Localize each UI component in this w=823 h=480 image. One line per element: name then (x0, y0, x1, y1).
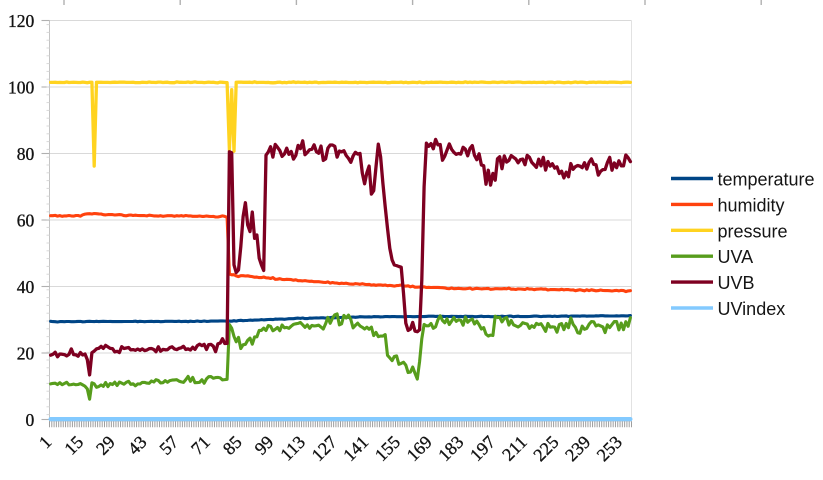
svg-text:85: 85 (219, 432, 246, 459)
svg-text:UVA: UVA (718, 247, 754, 267)
svg-text:80: 80 (17, 144, 35, 164)
svg-text:40: 40 (17, 277, 35, 297)
svg-text:71: 71 (187, 432, 214, 459)
svg-text:UVB: UVB (718, 273, 755, 293)
svg-text:pressure: pressure (718, 221, 788, 241)
svg-text:57: 57 (155, 432, 182, 459)
svg-text:239: 239 (561, 432, 594, 465)
svg-text:120: 120 (8, 11, 35, 31)
svg-text:155: 155 (371, 432, 404, 465)
svg-text:99: 99 (251, 432, 278, 459)
svg-text:temperature: temperature (718, 170, 815, 190)
svg-text:20: 20 (17, 344, 35, 364)
svg-text:60: 60 (17, 211, 35, 231)
svg-text:UVindex: UVindex (718, 299, 786, 319)
svg-text:humidity: humidity (718, 195, 785, 215)
svg-text:43: 43 (124, 432, 151, 459)
svg-text:225: 225 (529, 432, 562, 465)
svg-text:197: 197 (466, 432, 499, 465)
svg-text:127: 127 (308, 432, 341, 465)
svg-text:141: 141 (339, 432, 372, 465)
svg-text:29: 29 (92, 432, 119, 459)
svg-text:15: 15 (60, 432, 87, 459)
svg-text:253: 253 (593, 432, 626, 465)
svg-text:183: 183 (434, 432, 467, 465)
svg-text:169: 169 (403, 432, 436, 465)
svg-text:1: 1 (35, 432, 56, 453)
svg-text:100: 100 (8, 78, 35, 98)
svg-text:211: 211 (498, 432, 531, 465)
svg-text:113: 113 (276, 432, 309, 465)
svg-text:0: 0 (26, 410, 35, 430)
